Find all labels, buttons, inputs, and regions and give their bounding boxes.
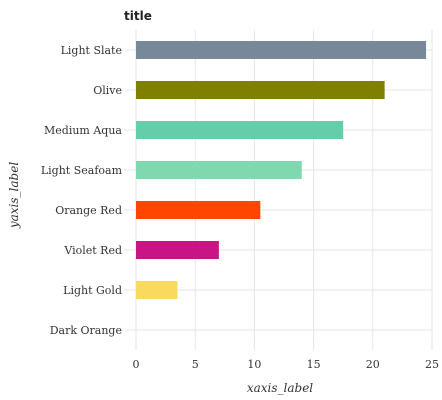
bar-orange-red — [136, 201, 261, 219]
bars — [136, 41, 427, 299]
x-tick-label: 5 — [192, 358, 199, 371]
gridlines — [124, 30, 433, 350]
y-tick-label: Orange Red — [55, 204, 122, 217]
x-tick-label: 15 — [307, 358, 321, 371]
bar-medium-aqua — [136, 121, 344, 139]
y-tick-label: Medium Aqua — [44, 124, 122, 137]
x-tick-label: 25 — [425, 358, 439, 371]
y-tick-label: Light Seafoam — [41, 164, 123, 177]
y-tick-labels: Dark Orange Light Gold Violet Red Orange Re… — [41, 44, 123, 337]
y-tick-label: Light Slate — [61, 44, 122, 57]
bar-light-slate — [136, 41, 427, 59]
bar-olive — [136, 81, 385, 99]
bar-violet-red — [136, 241, 219, 259]
x-tick-label: 20 — [366, 358, 380, 371]
bar-light-seafoam — [136, 161, 302, 179]
x-tick-label: 10 — [247, 358, 261, 371]
chart-title: title — [124, 9, 152, 23]
y-tick-label: Dark Orange — [50, 324, 122, 337]
y-tick-label: Violet Red — [63, 244, 122, 257]
x-axis-label: xaxis_label — [247, 381, 313, 395]
y-axis-label: yaxis_label — [7, 162, 21, 229]
y-tick-label: Olive — [93, 84, 122, 97]
x-tick-label: 0 — [133, 358, 140, 371]
bar-light-gold — [136, 281, 178, 299]
y-tick-label: Light Gold — [63, 284, 122, 297]
x-tick-labels: 0 5 10 15 20 25 — [133, 358, 440, 371]
